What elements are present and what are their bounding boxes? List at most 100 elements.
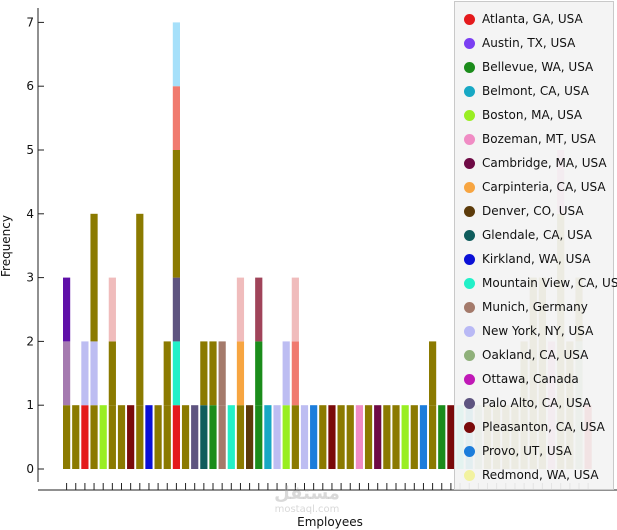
legend-label: Belmont, CA, USA bbox=[482, 84, 589, 98]
legend-swatch bbox=[464, 61, 475, 73]
legend-label: Bozeman, MT, USA bbox=[482, 132, 596, 146]
legend-label: Mountain View, CA, USA bbox=[482, 276, 617, 290]
legend-label: Ottawa, Canada bbox=[482, 372, 579, 386]
legend-label: Palo Alto, CA, USA bbox=[482, 396, 591, 410]
legend-item: Pleasanton, CA, USA bbox=[464, 417, 605, 437]
legend-label: Atlanta, GA, USA bbox=[482, 12, 583, 26]
bar-segment bbox=[447, 405, 455, 469]
bar-segment bbox=[117, 405, 126, 469]
legend-item: New York, NY, USA bbox=[464, 321, 593, 341]
bar-segment bbox=[136, 405, 144, 469]
bar-segment bbox=[227, 405, 235, 469]
bar-segment bbox=[108, 341, 116, 406]
y-tick-label: 6 bbox=[26, 79, 34, 93]
bar-segment bbox=[163, 405, 171, 469]
bar-segment bbox=[291, 341, 299, 406]
x-axis-label: Employees bbox=[297, 515, 363, 529]
legend-label: New York, NY, USA bbox=[482, 324, 594, 338]
legend-swatch bbox=[464, 13, 475, 25]
bar-segment bbox=[246, 405, 254, 469]
bar-segment bbox=[236, 277, 245, 342]
bar-segment bbox=[99, 405, 107, 469]
legend-label: Pleasanton, CA, USA bbox=[482, 420, 605, 434]
bar-segment bbox=[191, 405, 199, 469]
bar-segment bbox=[172, 277, 180, 342]
legend-label: Cambridge, MA, USA bbox=[482, 156, 607, 170]
bar-segment bbox=[108, 405, 116, 469]
legend-label: Denver, CO, USA bbox=[482, 204, 584, 218]
bar-segment bbox=[145, 405, 153, 469]
bar-segment bbox=[218, 341, 226, 406]
legend-label: Glendale, CA, USA bbox=[482, 228, 592, 242]
legend-item: Provo, UT, USA bbox=[464, 441, 572, 461]
bar-segment bbox=[319, 405, 327, 469]
bar-segment bbox=[90, 213, 98, 342]
legend-label: Austin, TX, USA bbox=[482, 36, 576, 50]
bar-segment bbox=[282, 341, 290, 406]
bar-segment bbox=[200, 405, 208, 469]
legend-label: Kirkland, WA, USA bbox=[482, 252, 591, 266]
bar-segment bbox=[429, 341, 437, 406]
bar-segment bbox=[337, 405, 345, 469]
bar-segment bbox=[429, 405, 437, 469]
legend-swatch bbox=[464, 349, 475, 361]
bar-segment bbox=[90, 341, 98, 406]
legend-swatch bbox=[464, 109, 475, 121]
bar-segment bbox=[291, 405, 299, 469]
bar-segment bbox=[136, 213, 144, 406]
bar-segment bbox=[172, 341, 180, 406]
bar-segment bbox=[264, 405, 272, 469]
bar-segment bbox=[209, 341, 217, 406]
bar-segment bbox=[200, 341, 208, 406]
legend-swatch bbox=[464, 421, 475, 433]
legend-label: Provo, UT, USA bbox=[482, 444, 572, 458]
bar-segment bbox=[163, 341, 171, 406]
bar-segment bbox=[438, 405, 446, 469]
legend-swatch bbox=[464, 37, 475, 49]
y-tick-label: 1 bbox=[26, 398, 34, 412]
bar-segment bbox=[81, 405, 89, 469]
legend-item: Glendale, CA, USA bbox=[464, 225, 592, 245]
legend-item: Munich, Germany bbox=[464, 297, 588, 317]
bar-segment bbox=[291, 277, 299, 342]
y-tick-label: 7 bbox=[26, 15, 34, 29]
bar-segment bbox=[63, 341, 71, 406]
legend-item: Kirkland, WA, USA bbox=[464, 249, 591, 269]
bar-segment bbox=[72, 405, 80, 469]
bar-segment bbox=[154, 405, 162, 469]
bar-segment bbox=[81, 341, 89, 406]
legend-swatch bbox=[464, 445, 475, 457]
bar-segment bbox=[181, 405, 190, 469]
bar-segment bbox=[310, 405, 318, 469]
bar-segment bbox=[63, 277, 71, 342]
y-axis-label: Frequency bbox=[0, 215, 13, 277]
bar-segment bbox=[236, 405, 245, 469]
bar-segment bbox=[328, 405, 336, 469]
bar-segment bbox=[410, 405, 418, 469]
bar-segment bbox=[172, 405, 180, 469]
y-tick-label: 0 bbox=[26, 462, 34, 476]
bar-segment bbox=[300, 405, 309, 469]
legend-item: Austin, TX, USA bbox=[464, 33, 575, 53]
legend-swatch bbox=[464, 181, 475, 193]
legend-swatch bbox=[464, 373, 475, 385]
legend-swatch bbox=[464, 157, 475, 169]
y-tick-label: 3 bbox=[26, 271, 34, 285]
bar-segment bbox=[108, 277, 116, 342]
bar-segment bbox=[364, 405, 373, 469]
legend-label: Munich, Germany bbox=[482, 300, 588, 314]
legend-swatch bbox=[464, 133, 475, 145]
legend-label: Redmond, WA, USA bbox=[482, 468, 599, 482]
bar-segment bbox=[401, 405, 409, 469]
bar-segment bbox=[90, 405, 98, 469]
legend-swatch bbox=[464, 229, 475, 241]
legend-swatch bbox=[464, 205, 475, 217]
legend-item: Oakland, CA, USA bbox=[464, 345, 588, 365]
legend-item: Cambridge, MA, USA bbox=[464, 153, 607, 173]
legend-item: Boston, MA, USA bbox=[464, 105, 582, 125]
bar-segment bbox=[346, 405, 354, 469]
legend-item: Bellevue, WA, USA bbox=[464, 57, 593, 77]
bar-segment bbox=[209, 405, 217, 469]
bar-segment bbox=[63, 405, 71, 469]
legend-item: Belmont, CA, USA bbox=[464, 81, 589, 101]
